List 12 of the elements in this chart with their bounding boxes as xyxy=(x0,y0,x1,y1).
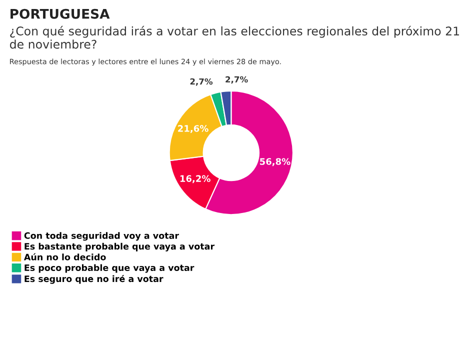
data-label: 2,7% xyxy=(226,76,248,84)
legend-label: Aún no lo decido xyxy=(24,253,106,260)
data-label: 56,8% xyxy=(260,158,290,166)
legend-label: Es bastante probable que vaya a votar xyxy=(24,242,215,252)
chart-subtitle: ¿Con qué seguridad irás a votar en las elecciones regionales del próximo 21 de noviembre? xyxy=(10,26,459,49)
legend-label: Es seguro que no iré a votar xyxy=(24,274,164,284)
legend-label: Es poco probable que vaya a votar xyxy=(24,264,194,273)
chart-title: PORTUGUESA xyxy=(10,8,110,19)
legend-label: Con toda seguridad voy a votar xyxy=(24,232,179,241)
data-label: 16,2% xyxy=(180,175,210,184)
data-label: 2,7% xyxy=(190,78,213,86)
data-label: 21,6% xyxy=(178,125,208,134)
